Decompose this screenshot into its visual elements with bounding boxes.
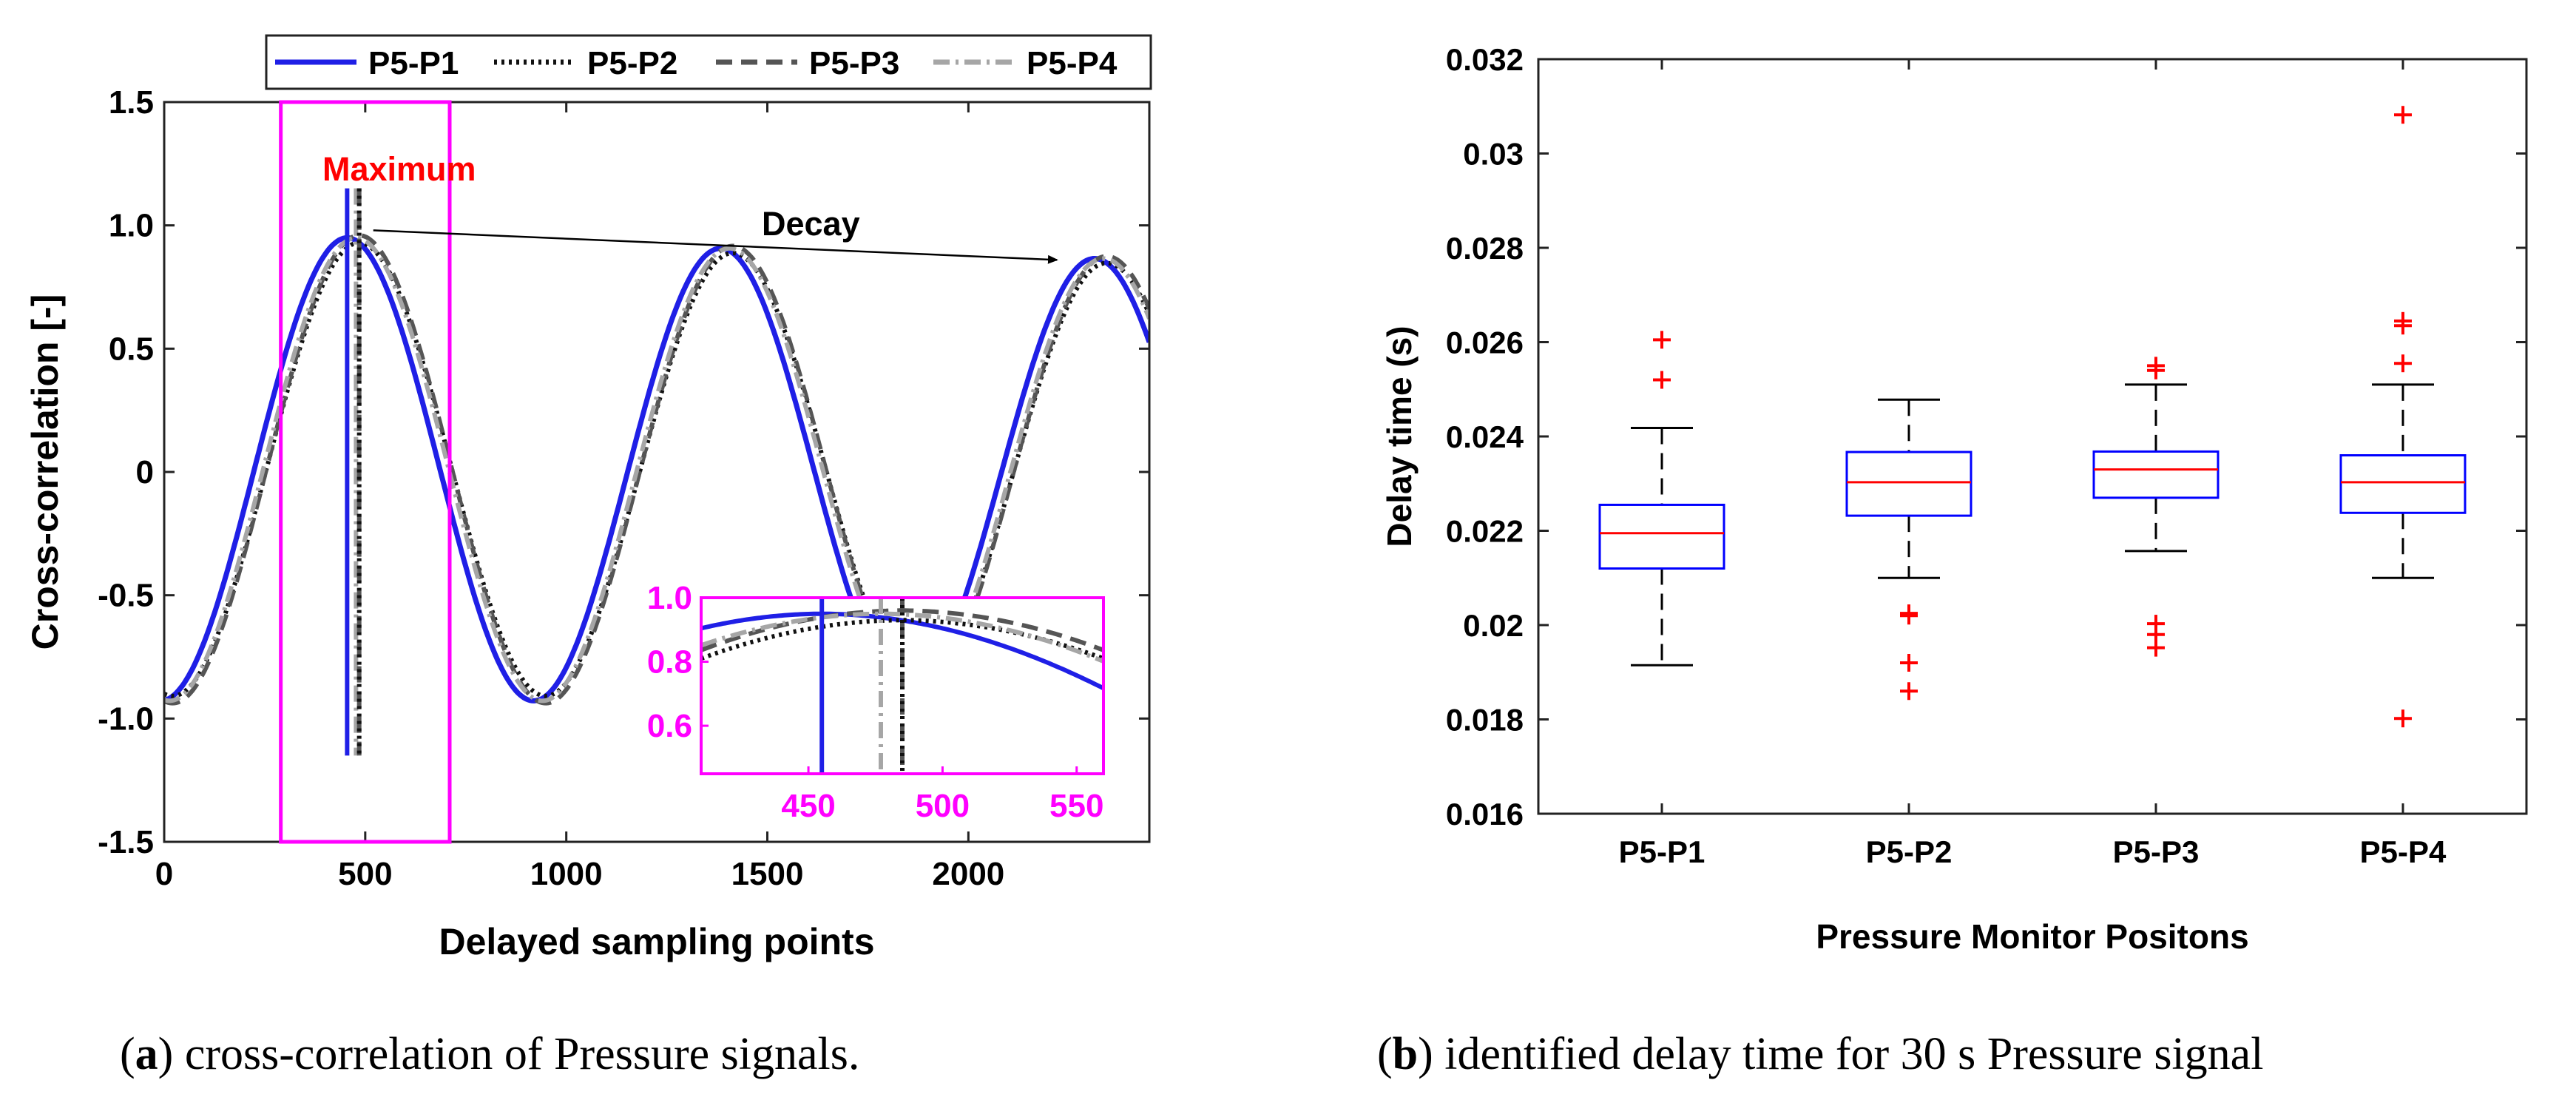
inset-ytick-label: 0.8	[647, 644, 692, 681]
caption-a-label: a	[135, 1029, 158, 1079]
b-xtick-label: P5-P1	[1619, 834, 1705, 869]
inset-ytick-label: 0.6	[647, 708, 692, 744]
a-axis-ticks: 0 500 1000 1500 2000 -1.5 -1.0 -0.5 0 0.5 1.0 1.5	[98, 84, 1149, 892]
b-ytick-label: 0.03	[1463, 137, 1524, 172]
a-ytick-label: 1.5	[109, 84, 154, 121]
cross-correlation-chart: 0 500 1000 1500 2000 -1.5 -1.0 -0.5 0 0.5 1.0 1.5 M…	[24, 34, 1152, 962]
inset-maximum-markers	[819, 598, 905, 774]
inset-xtick-label: 450	[781, 788, 835, 824]
box-p5-p2	[1845, 398, 1972, 701]
outlier-marker	[2147, 361, 2165, 379]
a-maximum-markers	[345, 188, 362, 756]
iqr-box	[2339, 454, 2467, 514]
b-ytick-label: 0.028	[1446, 231, 1524, 266]
iqr-box	[1598, 503, 1725, 570]
highlight-box	[279, 100, 452, 844]
b-ytick-label: 0.032	[1446, 42, 1524, 77]
outlier-marker	[1900, 654, 1918, 672]
outlier-marker	[2394, 317, 2412, 335]
caption-b-label: b	[1393, 1029, 1418, 1079]
caption-b: (b) identified delay time for 30 s Press…	[1377, 1029, 2263, 1079]
inset-zoom: 450 500 550 0.6 0.8 1.0	[647, 580, 1105, 824]
inset-xtick-label: 500	[916, 788, 970, 824]
a-ytick-label: 1.0	[109, 208, 154, 244]
outlier-marker	[2394, 106, 2412, 124]
outlier-marker	[2394, 354, 2412, 373]
caption-b-text: identified delay time for 30 s Pressure …	[1433, 1029, 2264, 1079]
b-ytick-label: 0.018	[1446, 703, 1524, 738]
a-ytick-label: -1.0	[98, 701, 154, 737]
b-ytick-label: 0.022	[1446, 514, 1524, 549]
inset-series-line-p5-p4	[701, 611, 1103, 664]
box-p5-p3	[2092, 357, 2220, 657]
series-line-p5-p4	[164, 235, 1149, 703]
b-xlabel: Pressure Monitor Positons	[1816, 917, 2248, 956]
a-xtick-label: 0	[155, 856, 173, 892]
b-ytick-label: 0.016	[1446, 797, 1524, 831]
b-ylabel: Delay time (s)	[1380, 325, 1419, 547]
inset-frame	[700, 596, 1105, 775]
a-xtick-label: 1500	[731, 856, 804, 892]
caption-a: (a) cross-correlation of Pressure signal…	[120, 1029, 859, 1079]
legend-label-p5-p3: P5-P3	[809, 45, 899, 81]
box-p5-p4	[2339, 106, 2467, 728]
outlier-marker	[2394, 709, 2412, 728]
iqr-box	[1845, 451, 1972, 517]
legend-label-p5-p1: P5-P1	[368, 45, 459, 81]
outlier-marker	[1900, 607, 1918, 625]
inset-axis-ticks: 450 500 550 0.6 0.8 1.0	[647, 580, 1104, 824]
box-p5-p1	[1598, 331, 1725, 667]
b-xtick-label: P5-P4	[2360, 834, 2447, 869]
b-ytick-label: 0.02	[1463, 608, 1524, 643]
inset-ytick-label: 1.0	[647, 580, 692, 616]
outlier-marker	[1653, 331, 1671, 349]
b-boxes	[1598, 106, 2467, 728]
b-xtick-label: P5-P3	[2113, 834, 2200, 869]
a-xtick-label: 2000	[932, 856, 1004, 892]
inset-series-line-p5-p2	[701, 618, 1103, 661]
inset-xtick-label: 550	[1049, 788, 1103, 824]
a-xtick-label: 500	[338, 856, 392, 892]
b-ytick-label: 0.026	[1446, 325, 1524, 360]
a-ytick-label: -0.5	[98, 578, 154, 614]
a-curves	[164, 232, 1149, 706]
series-line-p5-p1	[164, 234, 1149, 703]
b-ytick-label: 0.024	[1446, 419, 1524, 454]
maximum-annotation: Maximum	[322, 150, 476, 188]
delay-time-boxplot: 0.016 0.018 0.02 0.022 0.024 0.026 0.028 0.03 0.…	[1380, 42, 2528, 956]
a-ytick-label: 0	[136, 454, 154, 490]
b-axis-ticks: 0.016 0.018 0.02 0.022 0.024 0.026 0.028 0.03 0.…	[1446, 42, 2526, 869]
a-ytick-label: 0.5	[109, 331, 154, 367]
a-xlabel: Delayed sampling points	[439, 921, 874, 962]
decay-arrow	[373, 229, 1058, 264]
legend: P5-P1 P5-P2 P5-P3 P5-P4	[265, 34, 1152, 90]
a-xtick-label: 1000	[530, 856, 603, 892]
caption-a-text: cross-correlation of Pressure signals.	[173, 1029, 859, 1079]
outlier-marker	[2147, 638, 2165, 657]
outlier-marker	[1900, 682, 1918, 701]
legend-label-p5-p2: P5-P2	[587, 45, 677, 81]
outlier-marker	[1653, 371, 1671, 389]
b-xtick-label: P5-P2	[1866, 834, 1953, 869]
b-axes-frame	[1537, 58, 2528, 815]
decay-annotation: Decay	[762, 205, 860, 243]
iqr-box	[2092, 450, 2220, 499]
a-ylabel: Cross-correlation [-]	[24, 294, 66, 650]
legend-label-p5-p4: P5-P4	[1027, 45, 1118, 81]
a-ytick-label: -1.5	[98, 824, 154, 860]
